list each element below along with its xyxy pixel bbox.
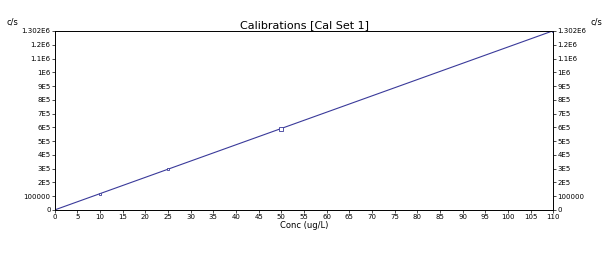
Text: c/s: c/s	[590, 18, 602, 27]
Text: c/s: c/s	[6, 18, 18, 27]
Title: Calibrations [Cal Set 1]: Calibrations [Cal Set 1]	[240, 20, 368, 30]
X-axis label: Conc (ug/L): Conc (ug/L)	[280, 221, 328, 230]
